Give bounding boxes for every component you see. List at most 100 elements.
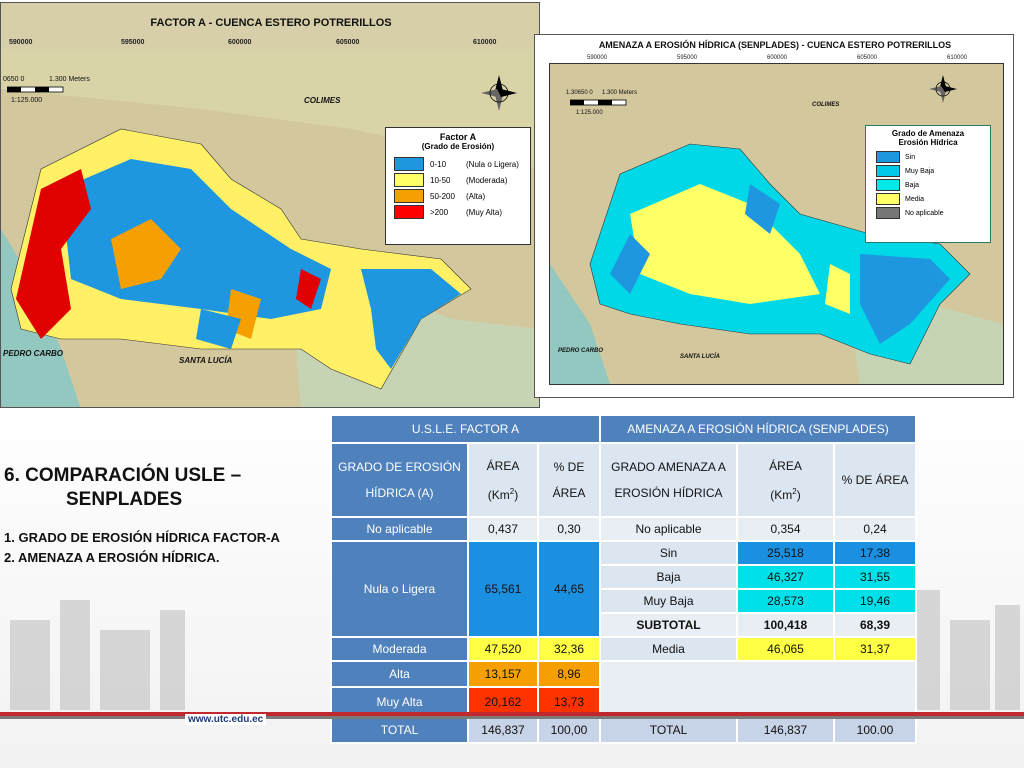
cell-area2: 46,065 <box>736 636 835 662</box>
legend-label: Sin <box>905 153 916 161</box>
slide-heading-line2: SENPLADES <box>66 489 183 510</box>
map-b-scale-meters: 1.300 Meters <box>602 90 638 96</box>
legend-label: (Alta) <box>466 191 486 201</box>
cell-pct: 32,36 <box>537 636 601 662</box>
cell-amenaza: TOTAL <box>599 716 738 744</box>
map-a-scale-meters: 1.300 Meters <box>49 76 90 83</box>
col-header-area: ÁREA (Km2) <box>467 442 539 518</box>
cell-pct2: 31,55 <box>833 564 917 590</box>
map-a-coord: 605000 <box>336 39 360 46</box>
cell-grado: Moderada <box>330 636 469 662</box>
table-row: Nula o Ligera 65,561 44,65 Sin 25,518 17… <box>330 540 917 638</box>
map-factor-a: FACTOR A - CUENCA ESTERO POTRERILLOS 590… <box>0 2 540 408</box>
cell-pct: 100,00 <box>537 716 601 744</box>
map-b-coord: 595000 <box>677 55 698 61</box>
map-a-place-pedro-carbo: PEDRO CARBO <box>3 349 64 358</box>
map-b-place-santa-lucia: SANTA LUCÍA <box>680 354 720 360</box>
map-a-place-santa-lucia: SANTA LUCÍA <box>179 356 233 365</box>
map-b-scale-bar <box>570 99 627 106</box>
map-b-scale-ratio: 1:125.000 <box>576 110 603 116</box>
legend-swatch <box>876 193 900 205</box>
footer-url-link[interactable]: www.utc.edu.ec <box>185 714 267 725</box>
north-arrow-icon <box>929 75 957 103</box>
map-b-legend-item: Muy Baja <box>876 165 990 177</box>
map-b-legend: Grado de Amenaza Erosión Hídrica Sin Muy … <box>865 125 991 243</box>
footer-bar-grey <box>0 716 1024 719</box>
legend-label: (Nula o Ligera) <box>466 159 519 169</box>
north-arrow-icon <box>481 75 517 111</box>
table-row: Alta 13,157 8,96 <box>330 660 917 718</box>
cell-area2: 0,354 <box>736 516 835 542</box>
map-a-place-colimes: COLIMES <box>304 96 341 105</box>
cell-pct: 0,30 <box>537 516 601 542</box>
map-b-legend-item: Baja <box>876 179 990 191</box>
cell-area2: 46,327 <box>736 564 835 590</box>
map-a-coord: 600000 <box>228 39 252 46</box>
cell-area2: 100,418 <box>736 612 835 638</box>
subitem-1: 1. GRADO DE EROSIÓN HÍDRICA FACTOR-A <box>4 530 280 545</box>
col-header-pct2: % DE ÁREA <box>833 442 917 518</box>
cell-amenaza: Media <box>599 636 738 662</box>
map-b-scale-text: 1.30650 0 <box>566 90 593 96</box>
map-a-coord: 590000 <box>9 39 33 46</box>
subitem-2: 2. AMENAZA A EROSIÓN HÍDRICA. <box>4 550 220 565</box>
slide-heading: 6. COMPARACIÓN USLE – SENPLADES <box>4 464 326 512</box>
map-b-coord: 610000 <box>947 55 968 61</box>
map-b-place-colimes: COLIMES <box>812 102 840 108</box>
legend-label: Media <box>905 195 925 203</box>
map-a-legend-subtitle: (Grado de Erosión) <box>421 142 495 151</box>
map-a-legend-item: >200 (Muy Alta) <box>394 205 530 219</box>
cell-grado: No aplicable <box>330 516 469 542</box>
legend-range: >200 <box>430 207 449 217</box>
cell-amenaza: No aplicable <box>599 516 738 542</box>
map-b-legend-item: Sin <box>876 151 990 163</box>
cell-pct2: 17,38 <box>833 540 917 566</box>
legend-label: (Muy Alta) <box>466 207 503 217</box>
cell-pct2: 31,37 <box>833 636 917 662</box>
cell-area2: 146,837 <box>736 716 835 744</box>
legend-swatch <box>394 157 424 171</box>
cell-pct2: 19,46 <box>833 588 917 614</box>
col-header-pct: % DE ÁREA <box>537 442 601 518</box>
legend-swatch <box>876 207 900 219</box>
legend-swatch <box>876 151 900 163</box>
cell-pct2: 68,39 <box>833 612 917 638</box>
legend-swatch <box>876 165 900 177</box>
map-b-title: AMENAZA A EROSIÓN HÍDRICA (SENPLADES) - … <box>598 40 952 50</box>
map-b-legend-item: No aplicable <box>876 207 990 219</box>
map-a-legend: Factor A (Grado de Erosión) 0-10 (Nula o … <box>385 127 531 245</box>
legend-label: Muy Baja <box>905 167 935 175</box>
cell-area2: 25,518 <box>736 540 835 566</box>
cell-pct2: 100.00 <box>833 716 917 744</box>
legend-label: (Moderada) <box>466 175 508 185</box>
table-row: SUBTOTAL 100,418 68,39 <box>331 612 917 638</box>
cell-amenaza: SUBTOTAL <box>599 612 738 638</box>
table-row: Baja 46,327 31,55 <box>331 564 917 590</box>
cell-amenaza: Baja <box>599 564 738 590</box>
map-b-place-pedro-carbo: PEDRO CARBO <box>558 348 604 354</box>
legend-swatch <box>394 205 424 219</box>
map-b-legend-title: Grado de Amenaza <box>891 129 965 138</box>
map-a-scale-bar <box>7 86 64 93</box>
group-header-usle: U.S.L.E. FACTOR A <box>330 414 601 444</box>
map-b-legend-item: Media <box>876 193 990 205</box>
legend-swatch <box>394 189 424 203</box>
legend-label: No aplicable <box>905 209 944 217</box>
col-header-amenaza: GRADO AMENAZA A EROSIÓN HÍDRICA <box>599 442 738 518</box>
comparison-table: U.S.L.E. FACTOR A AMENAZA A EROSIÓN HÍDR… <box>330 414 917 744</box>
cell-area2: 28,573 <box>736 588 835 614</box>
cell-grado: Alta <box>330 660 469 688</box>
cell-grado: Nula o Ligera <box>330 540 469 638</box>
slide-subitems: 1. GRADO DE EROSIÓN HÍDRICA FACTOR-A 2. … <box>4 528 280 568</box>
legend-range: 10-50 <box>430 175 451 185</box>
legend-range: 0-10 <box>430 159 447 169</box>
cell-amenaza: Muy Baja <box>599 588 738 614</box>
legend-swatch <box>876 179 900 191</box>
cell-area: 0,437 <box>467 516 539 542</box>
cell-area: 146,837 <box>467 716 539 744</box>
map-a-title: FACTOR A - CUENCA ESTERO POTRERILLOS <box>150 17 392 29</box>
legend-range: 50-200 <box>430 191 455 201</box>
table-group-header-row: U.S.L.E. FACTOR A AMENAZA A EROSIÓN HÍDR… <box>330 414 917 444</box>
map-b-coord: 600000 <box>767 55 788 61</box>
table-row: TOTAL 146,837 100,00 TOTAL 146,837 100.0… <box>330 716 917 744</box>
